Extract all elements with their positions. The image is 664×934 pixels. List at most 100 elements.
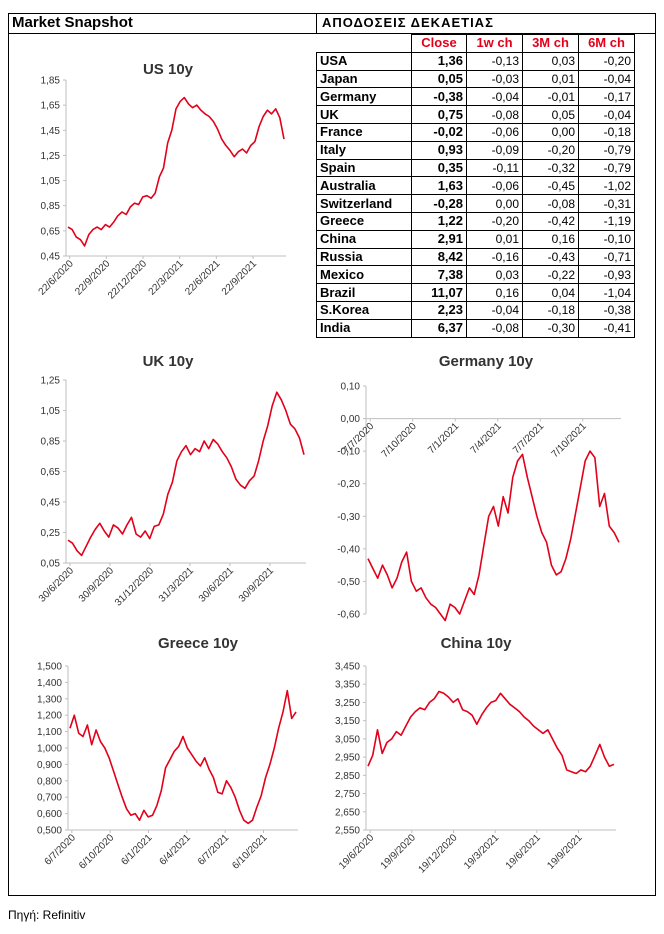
close-cell: 1,36: [411, 51, 467, 71]
change-3m-cell: 0,01: [522, 69, 579, 89]
change-3m-cell: -0,42: [522, 211, 579, 231]
y-tick-label: 1,65: [41, 101, 61, 112]
x-tick-label: 19/9/2020: [379, 832, 419, 872]
col-header-close: Close: [411, 34, 467, 53]
y-tick-label: 0,700: [37, 793, 62, 804]
change-1w-cell: 0,03: [466, 265, 523, 285]
change-6m-cell: -0,31: [578, 194, 635, 213]
change-1w-cell: -0,20: [466, 211, 523, 231]
change-1w-cell: -0,13: [466, 51, 523, 71]
y-tick-label: 1,000: [37, 744, 62, 755]
x-tick-label: 7/4/2021: [469, 421, 505, 457]
y-tick-label: 1,45: [41, 126, 61, 137]
change-3m-cell: 0,04: [522, 283, 579, 302]
change-6m-cell: -0,04: [578, 105, 635, 124]
change-6m-cell: -0,41: [578, 318, 635, 338]
y-tick-label: 3,150: [335, 716, 360, 727]
table-row: Australia 1,63 -0,06 -0,45 -1,02: [316, 176, 635, 196]
y-tick-label: 3,050: [335, 734, 360, 745]
change-1w-cell: -0,06: [466, 176, 523, 196]
chart-svg: China 10y 2,550 2,650 2,750 2,850 2,950 3,050 3…: [335, 635, 616, 876]
close-cell: 1,63: [411, 176, 467, 196]
y-tick-label: -0,30: [337, 512, 360, 523]
chart-title: UK 10y: [143, 353, 195, 370]
table-title: ΑΠΟΔΟΣΕΙΣ ΔΕΚΑΕΤΙΑΣ: [322, 15, 494, 30]
x-tick-label: 6/10/2021: [230, 832, 270, 872]
close-cell: -0,38: [411, 87, 467, 107]
change-1w-cell: 0,16: [466, 283, 523, 302]
change-1w-cell: -0,04: [466, 87, 523, 107]
change-6m-cell: -0,20: [578, 51, 635, 71]
country-cell: S.Korea: [316, 300, 412, 320]
y-tick-label: 0,85: [41, 201, 61, 212]
x-tick-label: 22/3/2021: [147, 258, 187, 298]
change-6m-cell: -1,04: [578, 283, 635, 302]
change-1w-cell: -0,03: [466, 69, 523, 89]
country-cell: Switzerland: [316, 194, 412, 213]
change-3m-cell: -0,43: [522, 247, 579, 267]
country-cell: UK: [316, 105, 412, 124]
change-6m-cell: -0,79: [578, 140, 635, 160]
chart-title: Greece 10y: [158, 635, 239, 652]
change-6m-cell: -0,71: [578, 247, 635, 267]
change-1w-cell: -0,06: [466, 122, 523, 142]
y-tick-label: 0,800: [37, 776, 62, 787]
chart-greece-10y: Greece 10y 0,500 0,600 0,700 0,800 0,900 1,000…: [18, 632, 308, 932]
close-cell: -0,28: [411, 194, 467, 213]
series-line: [69, 689, 297, 825]
close-cell: 11,07: [411, 283, 467, 302]
country-cell: Spain: [316, 158, 412, 178]
close-cell: 0,35: [411, 158, 467, 178]
change-1w-cell: 0,00: [466, 194, 523, 213]
country-cell: Russia: [316, 247, 412, 267]
close-cell: -0,02: [411, 122, 467, 142]
table-row: Germany -0,38 -0,04 -0,01 -0,17: [316, 87, 635, 107]
change-6m-cell: -0,93: [578, 265, 635, 285]
table-row: Russia 8,42 -0,16 -0,43 -0,71: [316, 247, 635, 267]
chart-svg: UK 10y 0,05 0,25 0,45 0,65 0,85 1,05 1,25 30/6/2…: [37, 353, 306, 609]
chart-svg: Germany 10y -0,60 -0,50 -0,40 -0,30 -0,20 -0,1…: [337, 353, 621, 622]
change-1w-cell: -0,04: [466, 300, 523, 320]
page-title: Market Snapshot: [12, 14, 133, 31]
series-line: [367, 450, 620, 622]
x-tick-label: 7/10/2021: [550, 421, 590, 461]
header-bar: [8, 13, 656, 34]
country-cell: USA: [316, 51, 412, 71]
y-tick-label: 3,350: [335, 680, 360, 691]
series-line: [67, 96, 285, 247]
close-cell: 8,42: [411, 247, 467, 267]
change-3m-cell: -0,32: [522, 158, 579, 178]
change-3m-cell: -0,30: [522, 318, 579, 338]
x-tick-label: 19/12/2020: [416, 832, 459, 875]
x-tick-label: 7/1/2021: [426, 421, 462, 457]
y-tick-label: 0,900: [37, 760, 62, 771]
change-6m-cell: -0,17: [578, 87, 635, 107]
chart-germany-10y: Germany 10y -0,60 -0,50 -0,40 -0,30 -0,20 -0,1…: [326, 350, 646, 700]
change-3m-cell: -0,08: [522, 194, 579, 213]
table-row: Greece 1,22 -0,20 -0,42 -1,19: [316, 211, 635, 231]
table-row: Brazil 11,07 0,16 0,04 -1,04: [316, 283, 635, 302]
change-3m-cell: 0,16: [522, 229, 579, 249]
x-tick-label: 22/6/2020: [37, 258, 77, 298]
x-tick-label: 6/7/2020: [43, 832, 79, 868]
y-tick-label: 1,100: [37, 727, 62, 738]
y-tick-label: 0,10: [341, 382, 361, 393]
x-tick-label: 6/4/2021: [158, 832, 194, 868]
close-cell: 0,93: [411, 140, 467, 160]
y-tick-label: 3,450: [335, 662, 360, 673]
country-cell: Brazil: [316, 283, 412, 302]
country-cell: Australia: [316, 176, 412, 196]
change-3m-cell: -0,18: [522, 300, 579, 320]
country-cell: Germany: [316, 87, 412, 107]
change-3m-cell: 0,03: [522, 51, 579, 71]
close-cell: 1,22: [411, 211, 467, 231]
col-header-3m: 3M ch: [522, 34, 579, 53]
table-row: UK 0,75 -0,08 0,05 -0,04: [316, 105, 635, 124]
close-cell: 0,75: [411, 105, 467, 124]
y-tick-label: -0,40: [337, 544, 360, 555]
y-tick-label: 2,750: [335, 789, 360, 800]
chart-china-10y: China 10y 2,550 2,650 2,750 2,850 2,950 3,050 3…: [326, 632, 646, 932]
y-tick-label: 1,500: [37, 662, 62, 673]
x-tick-label: 19/9/2021: [545, 832, 585, 872]
country-cell: Greece: [316, 211, 412, 231]
